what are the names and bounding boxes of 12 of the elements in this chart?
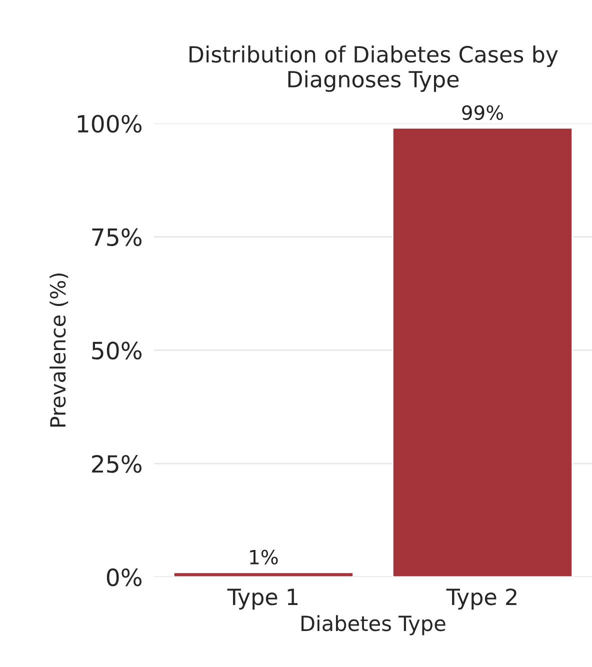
y-tick-label: 50% — [92, 342, 142, 360]
chart-title: Distribution of Diabetes Cases by Diagnoses Type — [190, 46, 558, 92]
y-tick-label: 100% — [78, 114, 142, 133]
data-label: 1% — [250, 550, 278, 564]
y-axis-title: Prevalence (%) — [50, 273, 68, 427]
y-tick-label: 0% — [106, 568, 142, 586]
x-tick-label: Type 2 — [446, 588, 516, 610]
x-axis-title: Diabetes Type — [302, 615, 446, 636]
y-tick-label: 25% — [92, 455, 142, 473]
x-tick-label: Type 1 — [227, 588, 298, 610]
y-tick-label: 75% — [92, 228, 142, 246]
data-label: 99% — [462, 105, 504, 120]
